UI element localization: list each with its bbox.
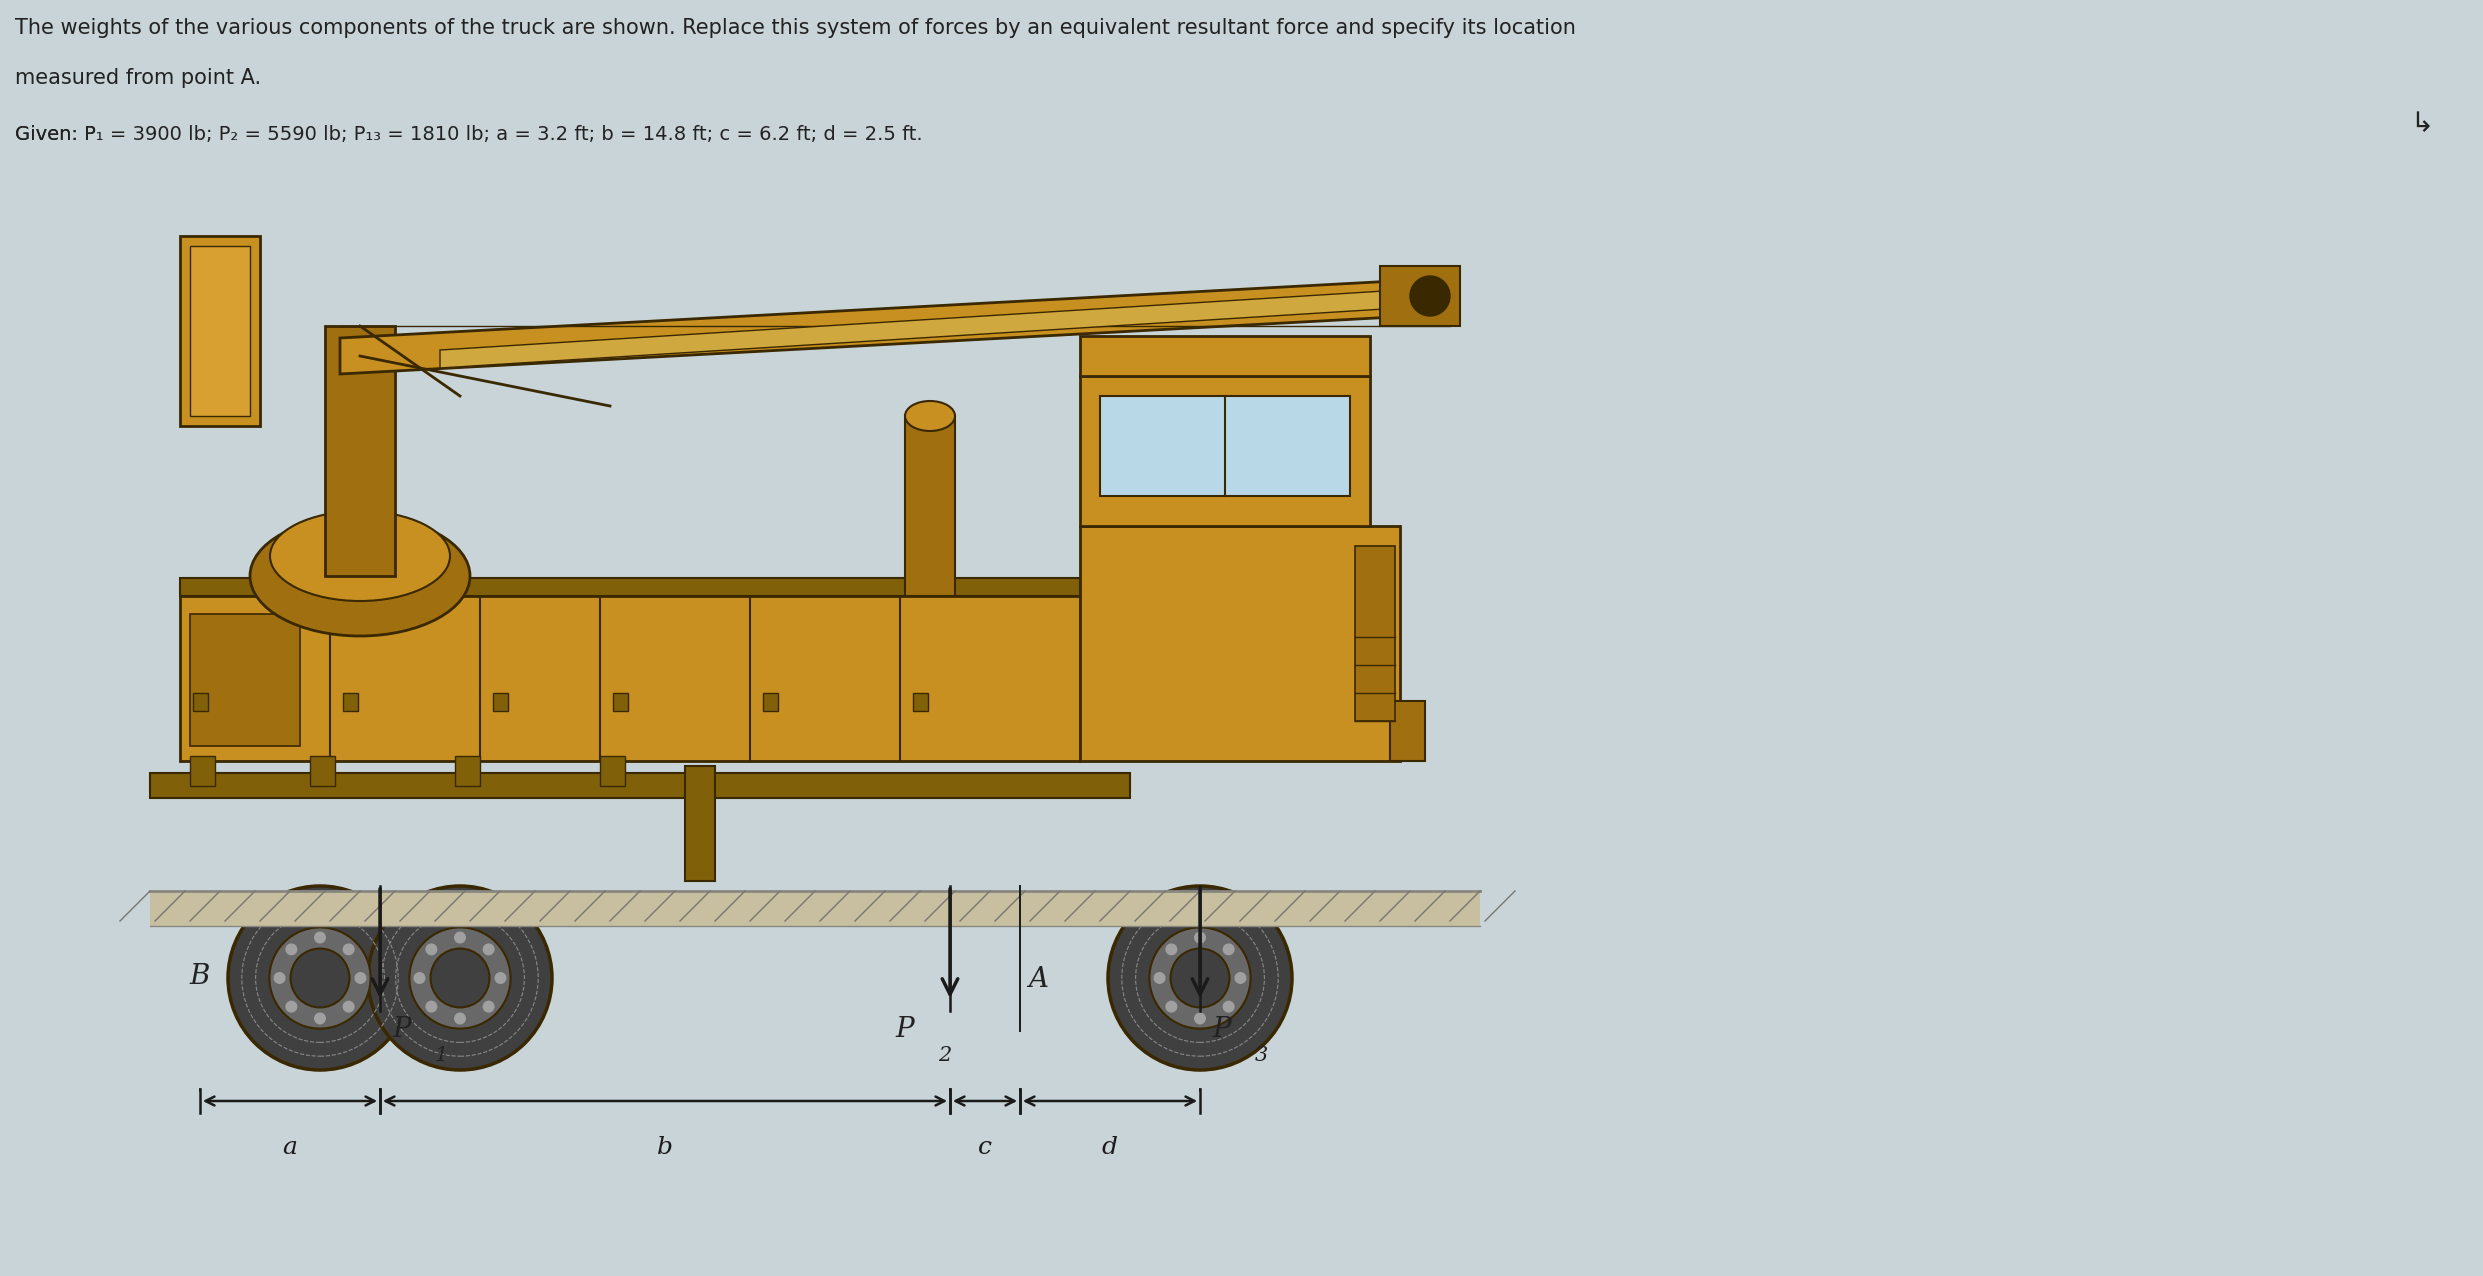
Circle shape bbox=[1222, 943, 1234, 956]
Text: c: c bbox=[978, 1136, 993, 1159]
Circle shape bbox=[286, 943, 298, 956]
Circle shape bbox=[273, 972, 286, 984]
Ellipse shape bbox=[251, 516, 469, 635]
Polygon shape bbox=[179, 596, 1080, 760]
Circle shape bbox=[1222, 1000, 1234, 1013]
Text: a: a bbox=[283, 1136, 298, 1159]
Polygon shape bbox=[601, 755, 626, 786]
Circle shape bbox=[415, 972, 425, 984]
Bar bbox=[343, 693, 358, 711]
Polygon shape bbox=[179, 578, 1080, 596]
Circle shape bbox=[268, 928, 370, 1028]
Circle shape bbox=[313, 931, 325, 943]
Text: P: P bbox=[1212, 1016, 1232, 1042]
Polygon shape bbox=[685, 766, 715, 880]
Text: The weights of the various components of the truck are shown. Replace this syste: The weights of the various components of… bbox=[15, 18, 1577, 38]
Text: Given: P₁ = 3900 lb; P₂ = 5590 lb; P₁₃ = 1810 lb; a = 3.2 ft; b = 14.8 ft; c = 6: Given: P₁ = 3900 lb; P₂ = 5590 lb; P₁₃ =… bbox=[15, 125, 924, 144]
Circle shape bbox=[1165, 943, 1177, 956]
Polygon shape bbox=[340, 278, 1450, 374]
Text: B: B bbox=[189, 962, 211, 989]
Polygon shape bbox=[1080, 526, 1400, 760]
Circle shape bbox=[367, 886, 551, 1071]
Circle shape bbox=[430, 948, 489, 1008]
Circle shape bbox=[1234, 972, 1246, 984]
Text: P: P bbox=[392, 1016, 410, 1042]
Text: b: b bbox=[658, 1136, 673, 1159]
Bar bbox=[194, 693, 209, 711]
Polygon shape bbox=[1080, 376, 1371, 526]
Text: Given: P: Given: P bbox=[15, 125, 97, 144]
Text: 2: 2 bbox=[939, 1046, 951, 1065]
Circle shape bbox=[228, 886, 412, 1071]
Circle shape bbox=[482, 1000, 494, 1013]
Polygon shape bbox=[191, 614, 300, 746]
Circle shape bbox=[425, 943, 437, 956]
Polygon shape bbox=[179, 236, 261, 426]
Text: measured from point A.: measured from point A. bbox=[15, 68, 261, 88]
Polygon shape bbox=[454, 755, 479, 786]
Circle shape bbox=[313, 1012, 325, 1025]
Ellipse shape bbox=[904, 401, 956, 431]
Polygon shape bbox=[1390, 701, 1425, 760]
Circle shape bbox=[1155, 972, 1165, 984]
Circle shape bbox=[482, 943, 494, 956]
Circle shape bbox=[1150, 928, 1251, 1028]
Circle shape bbox=[1194, 931, 1207, 943]
Circle shape bbox=[343, 1000, 355, 1013]
Polygon shape bbox=[439, 290, 1400, 367]
Bar bbox=[494, 693, 509, 711]
Bar bbox=[914, 693, 929, 711]
Polygon shape bbox=[191, 246, 251, 416]
Polygon shape bbox=[191, 755, 216, 786]
Circle shape bbox=[291, 948, 350, 1008]
Circle shape bbox=[355, 972, 367, 984]
Circle shape bbox=[1107, 886, 1291, 1071]
Polygon shape bbox=[1356, 546, 1395, 721]
Text: 3: 3 bbox=[1254, 1046, 1269, 1065]
Circle shape bbox=[343, 943, 355, 956]
Text: d: d bbox=[1102, 1136, 1117, 1159]
Polygon shape bbox=[325, 325, 395, 575]
Polygon shape bbox=[1381, 265, 1460, 325]
Polygon shape bbox=[149, 773, 1130, 798]
Polygon shape bbox=[904, 416, 956, 596]
Text: ↳: ↳ bbox=[2409, 110, 2433, 138]
Circle shape bbox=[425, 1000, 437, 1013]
Circle shape bbox=[1169, 948, 1229, 1008]
Text: 1: 1 bbox=[435, 1046, 449, 1065]
Circle shape bbox=[1165, 1000, 1177, 1013]
Bar bbox=[613, 693, 628, 711]
Circle shape bbox=[410, 928, 511, 1028]
Ellipse shape bbox=[271, 510, 449, 601]
Circle shape bbox=[1194, 1012, 1207, 1025]
Bar bbox=[149, 891, 1480, 926]
Circle shape bbox=[286, 1000, 298, 1013]
Polygon shape bbox=[310, 755, 335, 786]
Polygon shape bbox=[1080, 336, 1371, 376]
Circle shape bbox=[454, 1012, 467, 1025]
Bar bbox=[762, 693, 777, 711]
Circle shape bbox=[1410, 276, 1450, 316]
Text: P: P bbox=[894, 1016, 914, 1042]
Text: A: A bbox=[1028, 966, 1048, 993]
Circle shape bbox=[494, 972, 507, 984]
Polygon shape bbox=[1100, 396, 1351, 496]
Circle shape bbox=[454, 931, 467, 943]
